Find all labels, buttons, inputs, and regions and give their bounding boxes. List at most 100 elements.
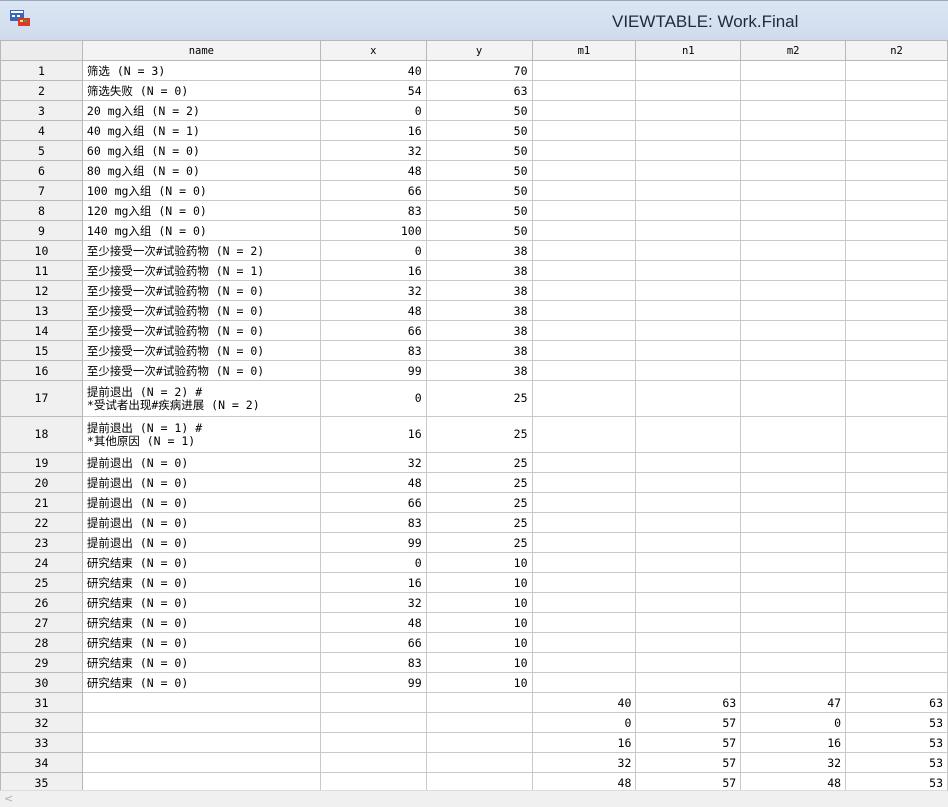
cell-name[interactable]: 80 mg入组 (N = 0) (81, 160, 321, 181)
cell-y[interactable]: 50 (425, 200, 533, 221)
table-row[interactable]: 23 提前退出 (N = 0) 99 25 (0, 532, 948, 553)
cell-y[interactable]: 10 (425, 612, 533, 633)
cell-x[interactable] (319, 692, 427, 713)
cell-n2[interactable]: 53 (845, 772, 948, 790)
cell-n1[interactable] (635, 240, 742, 261)
cell-n1[interactable]: 57 (635, 772, 742, 790)
cell-name[interactable]: 至少接受一次#试验药物 (N = 2) (81, 240, 321, 261)
cell-name[interactable]: 至少接受一次#试验药物 (N = 0) (81, 300, 321, 321)
table-row[interactable]: 2 筛选失败 (N = 0) 54 63 (0, 80, 948, 101)
cell-m1[interactable] (531, 360, 637, 381)
cell-n1[interactable] (635, 672, 742, 693)
cell-n1[interactable] (635, 100, 742, 121)
cell-y[interactable]: 50 (425, 120, 533, 141)
cell-y[interactable]: 50 (425, 160, 533, 181)
cell-m2[interactable] (740, 652, 847, 673)
cell-y[interactable] (425, 732, 533, 753)
cell-name[interactable]: 至少接受一次#试验药物 (N = 0) (81, 340, 321, 361)
cell-n2[interactable] (845, 472, 948, 493)
cell-name[interactable]: 20 mg入组 (N = 2) (81, 100, 321, 121)
cell-name[interactable]: 140 mg入组 (N = 0) (81, 220, 321, 241)
cell-n2[interactable]: 53 (845, 752, 948, 773)
cell-n1[interactable] (635, 260, 742, 281)
cell-n1[interactable] (635, 160, 742, 181)
cell-m1[interactable]: 0 (531, 712, 637, 733)
cell-n1[interactable] (635, 120, 742, 141)
row-number[interactable]: 19 (0, 452, 83, 473)
cell-y[interactable]: 50 (425, 220, 533, 241)
table-row[interactable]: 16 至少接受一次#试验药物 (N = 0) 99 38 (0, 360, 948, 381)
cell-n2[interactable] (845, 552, 948, 573)
cell-y[interactable] (425, 692, 533, 713)
cell-m2[interactable] (740, 512, 847, 533)
cell-name[interactable]: 40 mg入组 (N = 1) (81, 120, 321, 141)
cell-y[interactable]: 10 (425, 632, 533, 653)
cell-n2[interactable] (845, 180, 948, 201)
cell-m1[interactable] (531, 380, 637, 417)
row-number[interactable]: 25 (0, 572, 83, 593)
row-number[interactable]: 10 (0, 240, 83, 261)
cell-m1[interactable] (531, 552, 637, 573)
cell-n1[interactable] (635, 532, 742, 553)
cell-m2[interactable] (740, 572, 847, 593)
cell-n1[interactable] (635, 280, 742, 301)
cell-name[interactable] (81, 692, 321, 713)
cell-x[interactable]: 40 (319, 60, 427, 81)
cell-m2[interactable] (740, 220, 847, 241)
table-row[interactable]: 5 60 mg入组 (N = 0) 32 50 (0, 140, 948, 161)
cell-y[interactable]: 38 (425, 320, 533, 341)
cell-m2[interactable] (740, 100, 847, 121)
cell-m2[interactable] (740, 612, 847, 633)
cell-m1[interactable] (531, 632, 637, 653)
cell-n1[interactable]: 57 (635, 712, 742, 733)
cell-n1[interactable] (635, 552, 742, 573)
cell-n2[interactable] (845, 672, 948, 693)
cell-y[interactable]: 25 (425, 532, 533, 553)
cell-m2[interactable]: 16 (740, 732, 847, 753)
cell-y[interactable]: 38 (425, 260, 533, 281)
row-number[interactable]: 30 (0, 672, 83, 693)
cell-y[interactable]: 50 (425, 100, 533, 121)
cell-name[interactable]: 提前退出 (N = 0) (81, 512, 321, 533)
cell-m2[interactable] (740, 472, 847, 493)
row-number[interactable]: 24 (0, 552, 83, 573)
cell-name[interactable]: 100 mg入组 (N = 0) (81, 180, 321, 201)
cell-name[interactable]: 研究结束 (N = 0) (81, 552, 321, 573)
cell-x[interactable]: 83 (319, 512, 427, 533)
cell-y[interactable]: 25 (425, 472, 533, 493)
cell-name[interactable] (81, 752, 321, 773)
table-row[interactable]: 6 80 mg入组 (N = 0) 48 50 (0, 160, 948, 181)
cell-y[interactable]: 25 (425, 492, 533, 513)
cell-m1[interactable] (531, 340, 637, 361)
cell-n1[interactable] (635, 340, 742, 361)
row-number[interactable]: 22 (0, 512, 83, 533)
cell-m2[interactable]: 32 (740, 752, 847, 773)
table-row[interactable]: 31 40 63 47 63 (0, 692, 948, 713)
table-row[interactable]: 30 研究结束 (N = 0) 99 10 (0, 672, 948, 693)
cell-n2[interactable] (845, 300, 948, 321)
cell-y[interactable] (425, 772, 533, 790)
cell-name[interactable]: 120 mg入组 (N = 0) (81, 200, 321, 221)
cell-m1[interactable] (531, 80, 637, 101)
cell-y[interactable] (425, 712, 533, 733)
cell-x[interactable]: 83 (319, 200, 427, 221)
cell-name[interactable]: 提前退出 (N = 1) # *其他原因 (N = 1) (81, 416, 321, 453)
cell-n2[interactable] (845, 380, 948, 417)
cell-m1[interactable] (531, 492, 637, 513)
cell-name[interactable]: 提前退出 (N = 0) (81, 532, 321, 553)
cell-m2[interactable] (740, 240, 847, 261)
cell-n1[interactable]: 57 (635, 752, 742, 773)
row-number[interactable]: 29 (0, 652, 83, 673)
row-number[interactable]: 2 (0, 80, 83, 101)
cell-x[interactable]: 16 (319, 260, 427, 281)
table-row[interactable]: 15 至少接受一次#试验药物 (N = 0) 83 38 (0, 340, 948, 361)
cell-n2[interactable] (845, 612, 948, 633)
cell-n1[interactable] (635, 416, 742, 453)
table-row[interactable]: 27 研究结束 (N = 0) 48 10 (0, 612, 948, 633)
row-number[interactable]: 27 (0, 612, 83, 633)
cell-y[interactable]: 38 (425, 340, 533, 361)
cell-name[interactable]: 筛选 (N = 3) (81, 60, 321, 81)
row-number[interactable]: 21 (0, 492, 83, 513)
cell-n2[interactable] (845, 532, 948, 553)
cell-y[interactable]: 25 (425, 452, 533, 473)
